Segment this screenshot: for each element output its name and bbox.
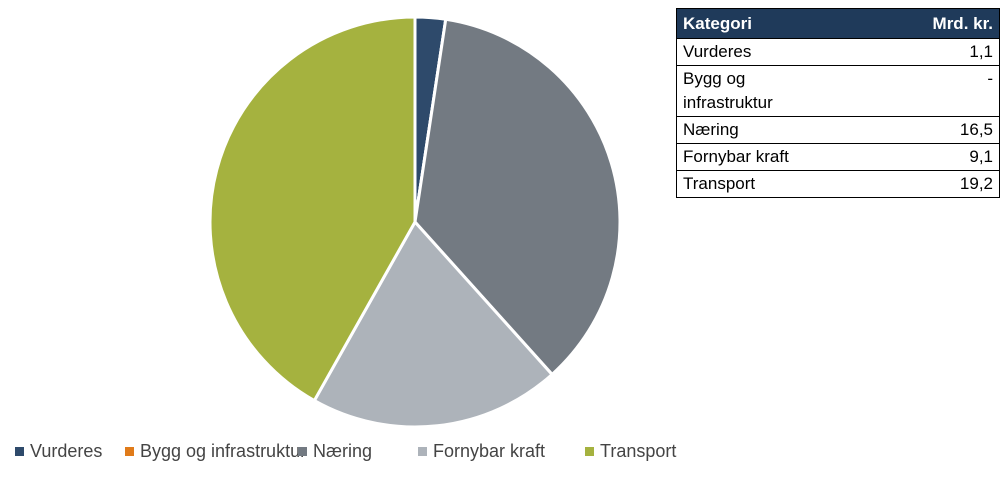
table-row: Fornybar kraft 9,1 — [676, 143, 1000, 171]
table-body: Vurderes 1,1 Bygg og infrastruktur - Næring 1… — [676, 38, 1000, 198]
table-cell: Transport — [676, 170, 827, 198]
data-table: Kategori Mrd. kr. Vurderes 1,1 Bygg og inf… — [676, 8, 1000, 198]
table-row: Bygg og infrastruktur - — [676, 65, 1000, 117]
pie-slice — [413, 17, 622, 376]
legend-swatch — [298, 447, 307, 456]
pie-slice — [208, 15, 417, 403]
table-cell: - — [827, 65, 1000, 117]
legend-swatch — [585, 447, 594, 456]
table-cell: 16,5 — [827, 116, 1000, 144]
table-header: Kategori Mrd. kr. — [676, 8, 1000, 39]
table-row: Næring 16,5 — [676, 116, 1000, 144]
table-cell: Bygg og infrastruktur — [676, 65, 827, 117]
table-cell: Fornybar kraft — [676, 143, 827, 171]
pie-slice — [312, 220, 554, 429]
legend-label: Næring — [313, 441, 372, 461]
table-cell: 9,1 — [827, 143, 1000, 171]
table-cell: Næring — [676, 116, 827, 144]
legend-swatch — [125, 447, 134, 456]
legend-label: Bygg og infrastruktur — [140, 441, 306, 461]
legend-label: Transport — [600, 441, 676, 461]
table-row: Vurderes 1,1 — [676, 38, 1000, 66]
table-cell: 19,2 — [827, 170, 1000, 198]
table-cell: Vurderes — [676, 38, 827, 66]
header-cell: Kategori — [676, 8, 827, 39]
table-cell: 1,1 — [827, 38, 1000, 66]
header-cell: Mrd. kr. — [827, 8, 1000, 39]
legend-swatch — [15, 447, 24, 456]
legend-label: Fornybar kraft — [433, 441, 545, 461]
legend-label: Vurderes — [30, 441, 102, 461]
table-row: Transport 19,2 — [676, 170, 1000, 198]
legend-swatch — [418, 447, 427, 456]
